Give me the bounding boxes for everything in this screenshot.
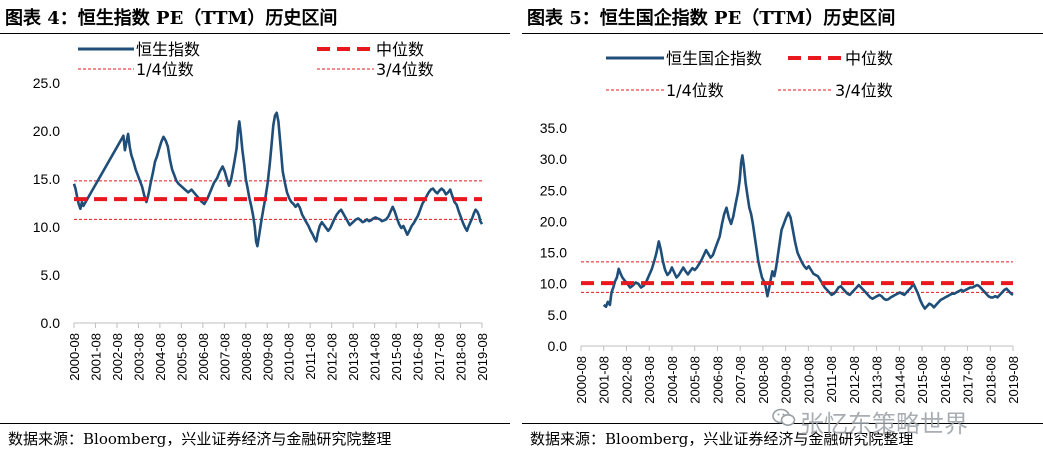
x-tick-label: 2014-08 [368,333,383,381]
x-tick-label: 2002-08 [110,333,125,381]
x-tick-label: 2007-08 [733,356,748,404]
legend-label: 1/4位数 [136,60,194,79]
hsi-pe-chart: 0.0 5.0 10.0 15.0 20.0 25.0 2000-08 2001-08 2002… [33,40,490,381]
x-tick-label: 2017-08 [961,356,976,404]
title-divider [522,33,1043,34]
wechat-icon [772,408,796,426]
y-tick-label: 35.0 [540,120,567,136]
x-tick-label: 2016-08 [411,333,426,381]
source-divider [0,423,510,424]
watermark-text: 张忆东策略世界 [800,410,968,438]
y-tick-label: 10.0 [33,219,60,235]
legend-label: 恒生指数 [136,40,200,59]
legend-label: 3/4位数 [835,81,893,100]
x-tick-label: 2008-08 [756,356,771,404]
y-tick-label: 0.0 [548,338,568,354]
chart-source: 数据来源：Bloomberg，兴业证券经济与金融研究院整理 [530,430,914,448]
x-tick-label: 2004-08 [153,333,168,381]
y-tick-label: 15.0 [33,171,60,187]
chart-title: 图表 4：恒生指数 PE（TTM）历史区间 [5,8,338,29]
x-tick-label: 2003-08 [131,333,146,381]
y-tick-label: 10.0 [540,276,567,292]
x-tick-label: 2012-08 [325,333,340,381]
x-tick-label: 2019-08 [475,333,490,381]
x-tick-label: 2015-08 [389,333,404,381]
y-tick-label: 5.0 [548,307,568,323]
x-tick-label: 2014-08 [892,356,907,404]
y-tick-label: 30.0 [540,151,567,167]
x-tick-label: 2004-08 [665,356,680,404]
x-tick-label: 2001-08 [88,333,103,381]
x-tick-label: 2002-08 [619,356,634,404]
legend-label: 1/4位数 [666,81,724,100]
x-tick-label: 2005-08 [174,333,189,381]
y-tick-label: 25.0 [33,75,60,91]
y-tick-label: 20.0 [540,213,567,229]
x-tick-label: 2018-08 [983,356,998,404]
y-tick-label: 25.0 [540,182,567,198]
x-tick-label: 2011-08 [824,356,839,403]
x-tick-label: 2015-08 [915,356,930,404]
title-divider [0,33,510,34]
series-line [72,111,484,248]
x-tick-label: 2001-08 [597,356,612,404]
y-tick-label: 15.0 [540,245,567,261]
legend-label: 中位数 [376,40,424,59]
x-tick-label: 2016-08 [938,356,953,404]
y-tick-label: 20.0 [33,123,60,139]
chart-panel-hscei: 图表 5：恒生国企指数 PE（TTM）历史区间 0.0 5.0 10.0 15.0 20… [522,0,1043,465]
legend-label: 中位数 [845,49,893,68]
x-tick-label: 2008-08 [239,333,254,381]
x-tick-label: 2007-08 [217,333,232,381]
legend-label: 恒生国企指数 [666,49,762,68]
hscei-pe-chart: 0.0 5.0 10.0 15.0 20.0 25.0 30.0 35.0 2000-08 200… [540,49,1021,404]
x-tick-label: 2019-08 [1006,356,1021,404]
x-tick-label: 2003-08 [642,356,657,404]
y-tick-label: 0.0 [41,315,61,331]
x-tick-label: 2017-08 [432,333,447,381]
series-line [602,154,1014,310]
x-tick-label: 2006-08 [710,356,725,404]
x-tick-label: 2010-08 [801,356,816,404]
chart-source: 数据来源：Bloomberg，兴业证券经济与金融研究院整理 [8,430,392,448]
x-tick-label: 2000-08 [574,356,589,404]
x-tick-label: 2018-08 [454,333,469,381]
x-tick-label: 2006-08 [196,333,211,381]
y-tick-label: 5.0 [41,267,61,283]
x-tick-label: 2009-08 [260,333,275,381]
x-tick-label: 2010-08 [282,333,297,381]
x-tick-label: 2011-08 [303,333,318,380]
chart-title: 图表 5：恒生国企指数 PE（TTM）历史区间 [527,8,896,29]
x-tick-label: 2005-08 [688,356,703,404]
x-tick-label: 2009-08 [779,356,794,404]
chart-panel-hsi: 图表 4：恒生指数 PE（TTM）历史区间 0.0 5.0 10.0 15.0 20.0… [0,0,510,465]
x-tick-label: 2000-08 [67,333,82,381]
x-tick-label: 2012-08 [847,356,862,404]
x-tick-label: 2013-08 [870,356,885,404]
legend-label: 3/4位数 [376,60,434,79]
x-tick-label: 2013-08 [346,333,361,381]
